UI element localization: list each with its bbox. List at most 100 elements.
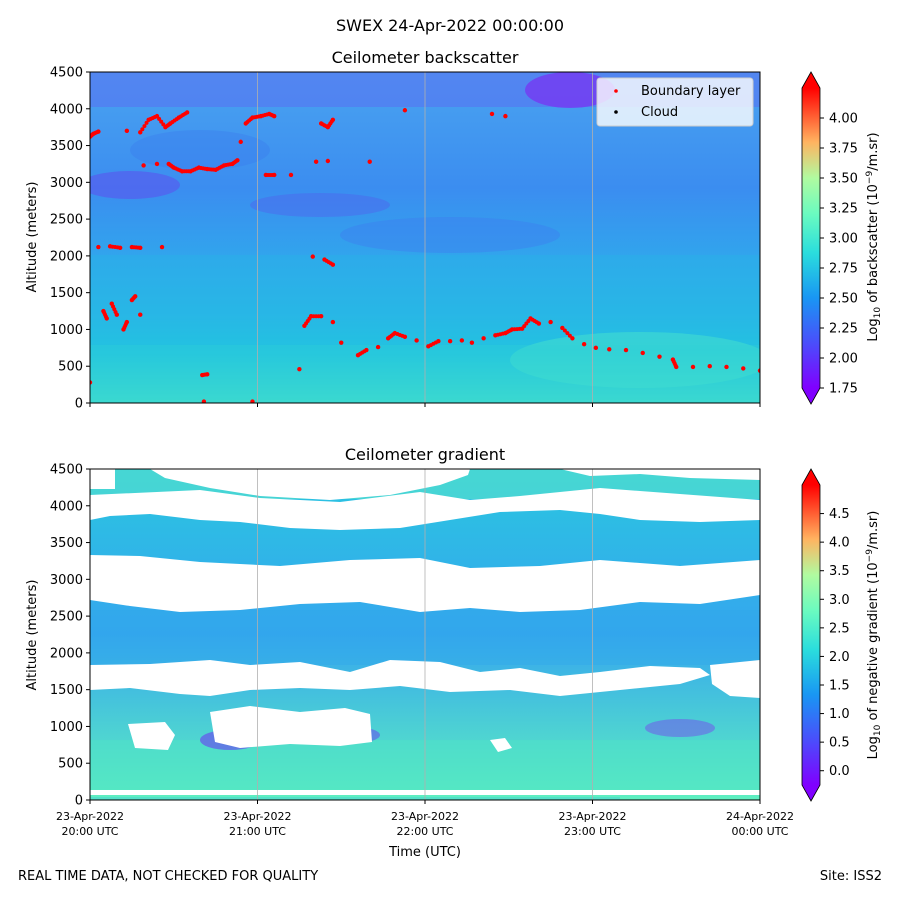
boundary-layer-point — [325, 158, 331, 164]
colorbar-tick-label: 1.75 — [829, 382, 858, 397]
boundary-layer-point — [138, 245, 143, 250]
y-tick-label: 4000 — [50, 102, 83, 117]
boundary-layer-point — [657, 354, 662, 359]
legend-boundary-layer-marker — [614, 89, 618, 93]
gradient-y-ticks: 0 500 1000 1500 2000 2500 3000 3500 4000 4500 — [50, 463, 90, 809]
boundary-layer-point — [184, 110, 190, 115]
boundary-layer-point — [272, 172, 277, 178]
boundary-layer-point — [272, 113, 277, 119]
colorbar-tick-label: 3.5 — [829, 564, 850, 579]
boundary-layer-point — [159, 119, 164, 124]
y-tick-label: 4000 — [50, 499, 83, 514]
gradient-x-axis-label: Time (UTC) — [388, 845, 461, 860]
x-tick-time-label: 20:00 UTC — [61, 825, 118, 838]
boundary-layer-point — [238, 139, 243, 145]
boundary-layer-point — [570, 336, 575, 341]
boundary-layer-point — [154, 161, 160, 167]
boundary-layer-point — [436, 339, 441, 344]
y-tick-label: 2000 — [50, 646, 83, 661]
y-tick-label: 500 — [58, 757, 83, 772]
y-tick-label: 1000 — [50, 720, 83, 735]
y-tick-label: 4500 — [50, 463, 83, 478]
backscatter-gridlines — [257, 72, 593, 403]
boundary-layer-point — [364, 347, 369, 353]
y-tick-label: 1000 — [50, 323, 83, 338]
boundary-layer-point — [96, 244, 101, 250]
colorbar-tick-label: 2.00 — [829, 352, 858, 367]
backscatter-title: Ceilometer backscatter — [331, 48, 519, 67]
boundary-layer-point — [757, 368, 760, 373]
boundary-layer-point — [375, 344, 381, 350]
x-tick-date-label: 23-Apr-2022 — [558, 810, 626, 823]
boundary-layer-point — [205, 372, 210, 377]
gradient-gridlines — [257, 469, 593, 800]
legend-cloud-label: Cloud — [641, 105, 678, 120]
legend-cloud-marker — [614, 110, 618, 114]
boundary-layer-point — [142, 124, 147, 129]
boundary-layer-point — [124, 319, 130, 325]
colorbar-tick-label: 2.5 — [829, 621, 850, 636]
boundary-layer-point — [562, 328, 567, 333]
boundary-layer-point — [90, 380, 93, 385]
gradient-colorbar-label: Log10 of negative gradient (10−9/m.sr) — [865, 511, 883, 760]
y-tick-label: 3000 — [50, 573, 83, 588]
boundary-layer-point — [481, 336, 486, 341]
boundary-layer-point — [124, 128, 130, 134]
boundary-layer-points — [90, 108, 760, 403]
footer-site: Site: ISS2 — [819, 869, 882, 884]
boundary-layer-point — [235, 158, 240, 163]
gradient-title: Ceilometer gradient — [344, 445, 506, 464]
y-tick-label: 0 — [75, 794, 83, 809]
y-tick-label: 1500 — [50, 286, 83, 301]
colorbar-tick-label: 0.5 — [829, 736, 850, 751]
gradient-y-axis-label: Altitude (meters) — [25, 580, 40, 691]
colorbar-tick-label: 3.0 — [829, 593, 850, 608]
boundary-layer-point — [330, 117, 336, 123]
backscatter-y-axis-label: Altitude (meters) — [25, 182, 40, 293]
boundary-layer-point — [318, 314, 324, 319]
boundary-layer-point — [469, 340, 475, 345]
backscatter-legend: Boundary layer Cloud — [596, 77, 754, 127]
colorbar-tick-label: 1.5 — [829, 679, 850, 694]
boundary-layer-point — [133, 294, 138, 299]
boundary-layer-point — [707, 364, 712, 369]
boundary-layer-point — [159, 244, 165, 250]
y-tick-label: 4500 — [50, 66, 83, 81]
boundary-layer-point — [313, 159, 319, 164]
boundary-layer-point — [339, 340, 344, 345]
colorbar-tick-label: 4.00 — [829, 112, 858, 127]
boundary-layer-point — [489, 111, 495, 117]
boundary-layer-point — [144, 120, 149, 125]
boundary-layer-point — [560, 325, 565, 331]
backscatter-colorbar — [801, 71, 821, 405]
boundary-layer-point — [96, 129, 101, 134]
boundary-layer-point — [690, 364, 696, 370]
legend-boundary-layer-label: Boundary layer — [641, 84, 741, 99]
y-tick-label: 500 — [58, 360, 83, 375]
boundary-layer-point — [297, 366, 302, 372]
colorbar-tick-label: 3.00 — [829, 232, 858, 247]
boundary-layer-point — [310, 254, 315, 259]
boundary-layer-point — [623, 347, 629, 353]
y-tick-label: 2500 — [50, 213, 83, 228]
colorbar-tick-label: 0.0 — [829, 764, 850, 779]
boundary-layer-point — [548, 319, 553, 325]
y-tick-label: 2500 — [50, 610, 83, 625]
boundary-layer-point — [201, 399, 207, 403]
boundary-layer-point — [141, 163, 146, 168]
boundary-layer-point — [607, 347, 612, 352]
backscatter-colorbar-label: Log10 of backscatter (10−9/m.sr) — [865, 132, 883, 341]
colorbar-tick-label: 2.75 — [829, 262, 858, 277]
boundary-layer-point — [581, 341, 587, 347]
boundary-layer-point — [674, 364, 679, 370]
colorbar-tick-label: 2.50 — [829, 292, 858, 307]
boundary-layer-point — [447, 339, 453, 344]
boundary-layer-point — [367, 159, 372, 164]
x-tick-time-label: 23:00 UTC — [564, 825, 621, 838]
boundary-layer-point — [288, 172, 294, 178]
x-tick-date-label: 23-Apr-2022 — [391, 810, 459, 823]
boundary-layer-point — [138, 130, 143, 135]
boundary-layer-point — [330, 262, 336, 267]
backscatter-x-ticks — [89, 403, 761, 407]
